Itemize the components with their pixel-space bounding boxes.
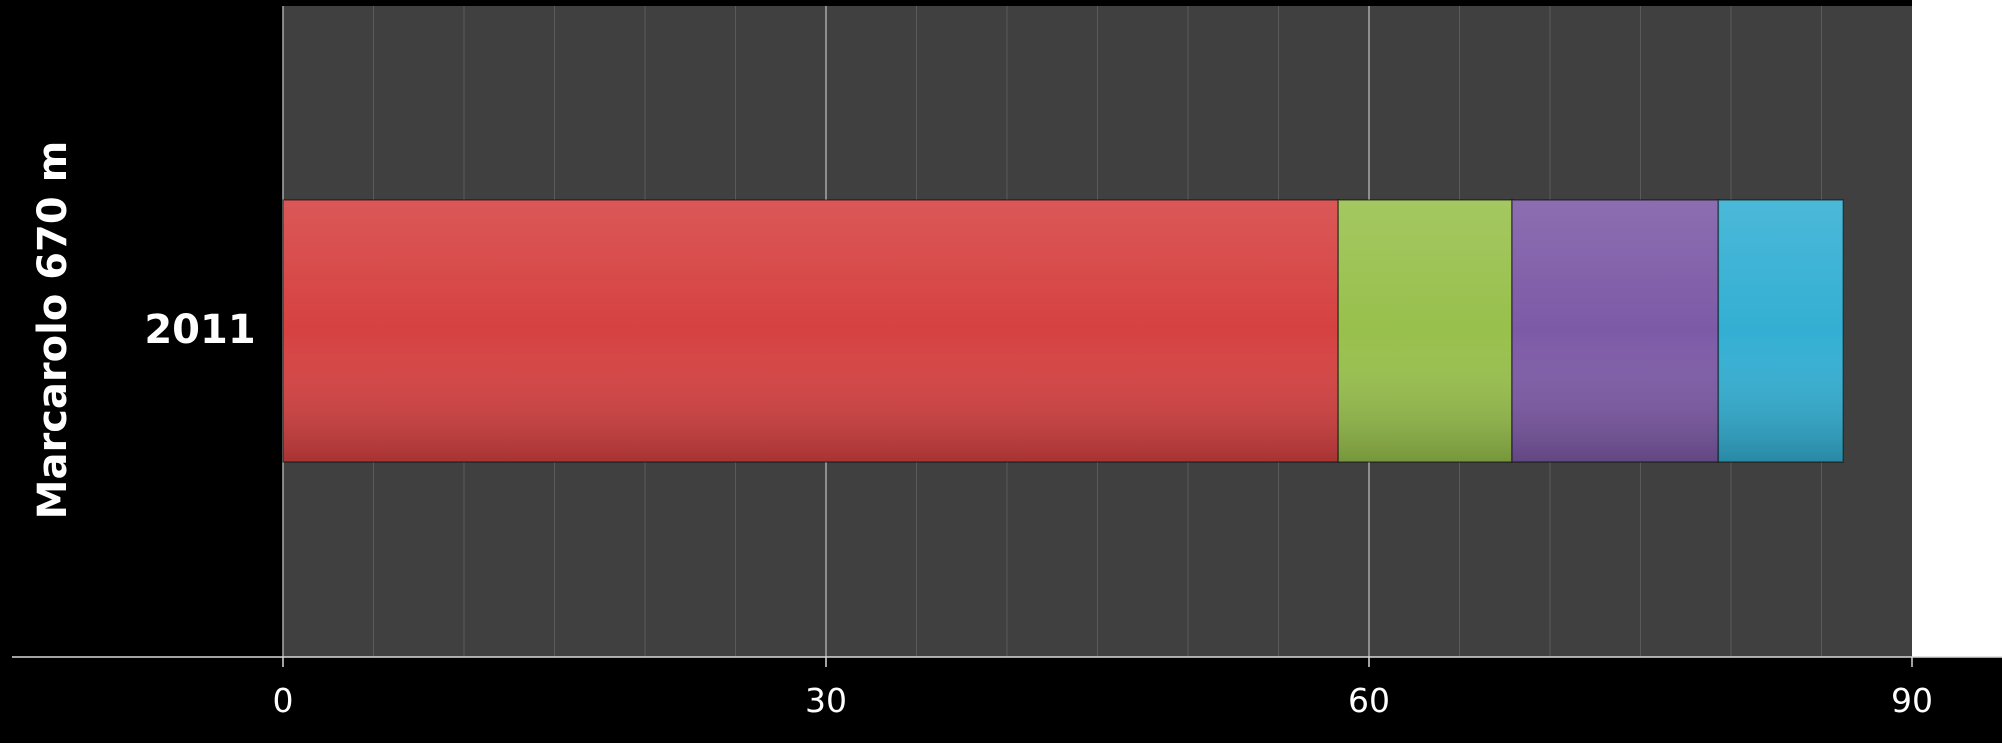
- x-tick-label: 30: [805, 681, 847, 720]
- x-tick-label: 90: [1891, 681, 1933, 720]
- bar-series: [282, 199, 1844, 463]
- bar-segment-bevel: [282, 199, 1339, 463]
- group-label: Marcarolo 670 m: [30, 141, 76, 520]
- bar-segment-bevel: [1337, 199, 1513, 463]
- bar-segment-bevel: [1511, 199, 1720, 463]
- x-tick-label: 60: [1348, 681, 1390, 720]
- x-tick-label: 0: [273, 681, 294, 720]
- category-label: 2011: [144, 307, 255, 353]
- x-axis-ticks: 0 30 60 90: [273, 657, 1933, 720]
- bar-segment-bevel: [1717, 199, 1844, 463]
- x-axis-band: [0, 657, 2002, 743]
